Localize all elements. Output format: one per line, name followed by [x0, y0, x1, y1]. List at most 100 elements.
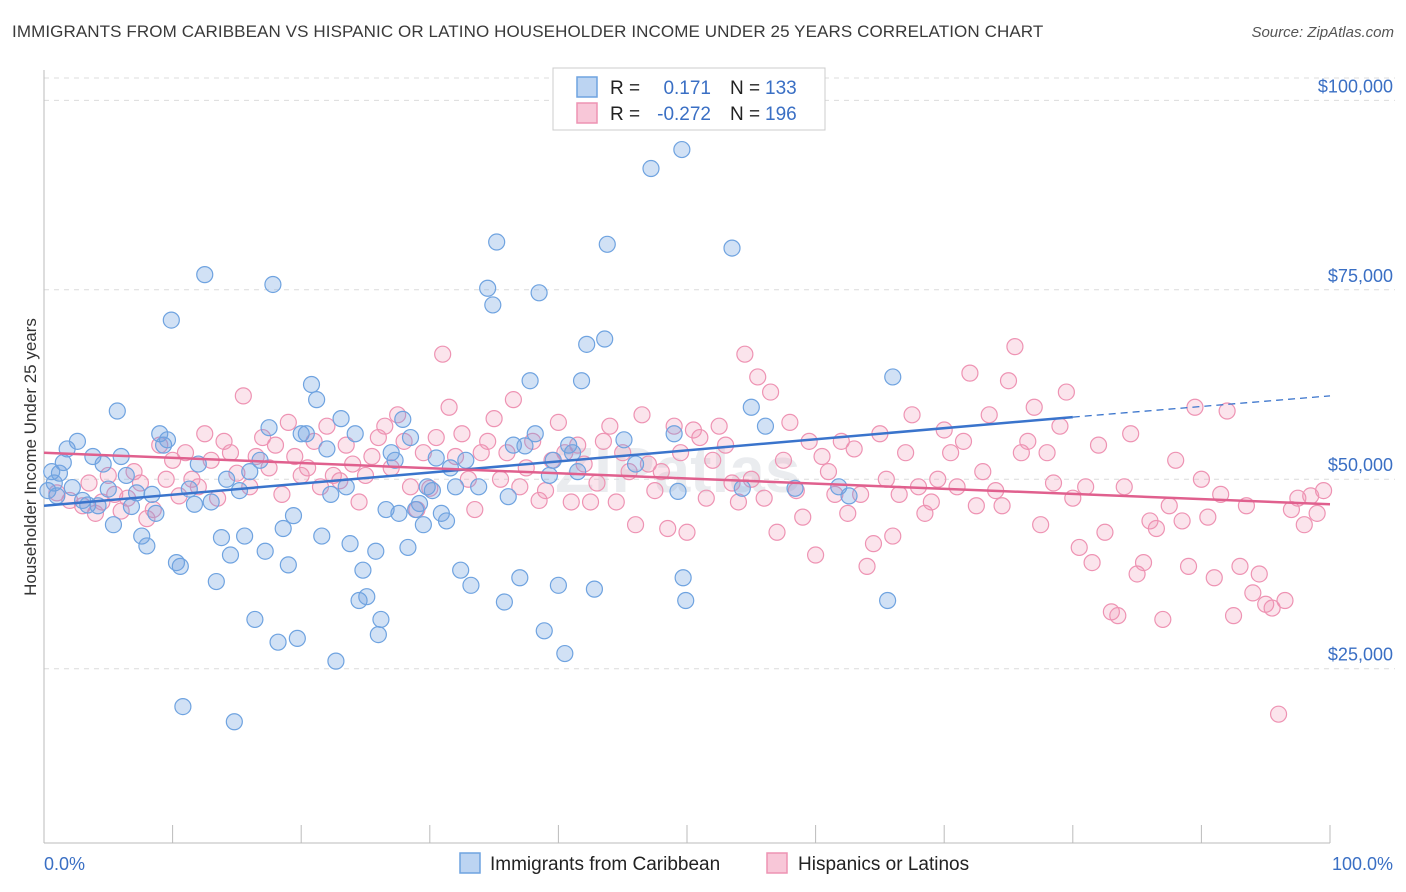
- point-hispanic-171: [1160, 497, 1178, 515]
- point-caribbean-98: [499, 488, 517, 506]
- point-caribbean-63: [332, 410, 350, 428]
- point-hispanic-106: [742, 470, 760, 488]
- point-caribbean-21: [133, 527, 151, 545]
- point-hispanic-187: [1263, 599, 1281, 617]
- point-hispanic-155: [1057, 383, 1075, 401]
- point-caribbean-76: [390, 504, 408, 522]
- point-caribbean-4: [50, 464, 69, 482]
- point-hispanic-117: [813, 447, 831, 466]
- point-caribbean-58: [308, 391, 326, 409]
- point-caribbean-123: [674, 569, 692, 587]
- point-caribbean-45: [246, 610, 264, 629]
- point-hispanic-182: [1231, 557, 1249, 575]
- point-hispanic-154: [1051, 417, 1069, 435]
- point-hispanic-98: [691, 428, 709, 447]
- point-caribbean-105: [535, 622, 553, 640]
- point-caribbean-51: [274, 519, 292, 538]
- point-hispanic-69: [504, 391, 522, 409]
- trend-lines: [43, 395, 1331, 508]
- point-hispanic-109: [761, 383, 780, 401]
- point-caribbean-8: [68, 432, 87, 450]
- point-caribbean-44: [241, 463, 259, 481]
- point-caribbean-49: [264, 275, 282, 294]
- point-caribbean-109: [556, 644, 574, 663]
- point-caribbean-121: [665, 425, 683, 443]
- point-hispanic-172: [1167, 451, 1185, 469]
- point-hispanic-138: [948, 478, 966, 496]
- point-caribbean-115: [585, 580, 604, 598]
- point-caribbean-126: [723, 239, 741, 257]
- point-caribbean-108: [549, 576, 568, 594]
- point-caribbean-52: [279, 556, 297, 574]
- point-hispanic-192: [1295, 516, 1313, 534]
- point-hispanic-73: [530, 491, 548, 510]
- point-hispanic-21: [196, 425, 214, 443]
- point-caribbean-7: [63, 478, 81, 497]
- point-caribbean-9: [73, 491, 92, 510]
- legend-r-value-1: 0.171: [663, 78, 711, 99]
- point-caribbean-125: [673, 140, 691, 159]
- legend-swatch-blue: [576, 76, 598, 98]
- point-hispanic-179: [1212, 485, 1230, 503]
- trend-line-caribbean: [43, 415, 1073, 508]
- point-caribbean-84: [423, 482, 441, 500]
- point-caribbean-59: [313, 527, 331, 545]
- point-hispanic-49: [376, 417, 394, 435]
- point-hispanic-67: [491, 470, 510, 488]
- point-hispanic-82: [588, 474, 606, 492]
- point-caribbean-18: [117, 466, 135, 485]
- point-hispanic-74: [536, 482, 555, 500]
- point-caribbean-65: [341, 535, 359, 553]
- point-hispanic-159: [1083, 553, 1101, 572]
- legend-n-label-1: N =: [730, 78, 760, 99]
- point-caribbean-116: [596, 330, 614, 348]
- point-hispanic-112: [781, 413, 799, 431]
- point-hispanic-139: [954, 432, 973, 450]
- point-hispanic-104: [729, 493, 748, 511]
- trend-line-hispanic: [43, 451, 1331, 506]
- point-caribbean-112: [569, 463, 587, 481]
- bottom-legend-label-caribbean: Immigrants from Caribbean: [490, 854, 720, 875]
- point-caribbean-3: [48, 487, 66, 505]
- point-caribbean-27: [158, 431, 177, 449]
- point-hispanic-55: [414, 444, 432, 462]
- point-hispanic-128: [884, 527, 902, 545]
- point-caribbean-36: [202, 493, 220, 511]
- point-hispanic-157: [1070, 538, 1088, 557]
- point-caribbean-85: [427, 449, 445, 467]
- point-hispanic-95: [671, 444, 690, 462]
- y-tick-label-3: $100,000: [1318, 76, 1393, 96]
- point-hispanic-3: [80, 474, 98, 492]
- grid-lines: [44, 77, 1395, 670]
- point-hispanic-161: [1096, 523, 1114, 541]
- point-caribbean-133: [879, 591, 897, 610]
- point-hispanic-92: [652, 463, 670, 481]
- point-caribbean-62: [327, 652, 345, 670]
- point-caribbean-104: [530, 284, 548, 302]
- point-caribbean-57: [302, 375, 321, 394]
- point-caribbean-113: [572, 372, 591, 390]
- point-caribbean-118: [615, 431, 633, 449]
- point-hispanic-136: [935, 421, 953, 439]
- point-hispanic-195: [1314, 482, 1333, 500]
- point-hispanic-167: [1134, 553, 1153, 572]
- point-hispanic-16: [164, 451, 182, 469]
- point-caribbean-93: [470, 478, 488, 496]
- point-caribbean-102: [521, 372, 539, 390]
- point-caribbean-79: [401, 428, 420, 447]
- point-hispanic-146: [999, 372, 1018, 390]
- point-hispanic-169: [1147, 519, 1165, 538]
- point-caribbean-43: [236, 527, 254, 545]
- point-hispanic-59: [440, 398, 458, 416]
- point-caribbean-30: [171, 557, 189, 575]
- legend-n-value-2: 196: [765, 104, 797, 125]
- point-caribbean-61: [322, 485, 340, 503]
- point-caribbean-77: [394, 410, 412, 428]
- point-caribbean-128: [742, 398, 760, 416]
- point-caribbean-114: [578, 335, 596, 353]
- point-hispanic-43: [337, 436, 355, 454]
- point-hispanic-51: [389, 406, 407, 424]
- point-hispanic-33: [273, 485, 291, 503]
- point-hispanic-83: [594, 432, 613, 450]
- chart-title: IMMIGRANTS FROM CARIBBEAN VS HISPANIC OR…: [12, 22, 1044, 41]
